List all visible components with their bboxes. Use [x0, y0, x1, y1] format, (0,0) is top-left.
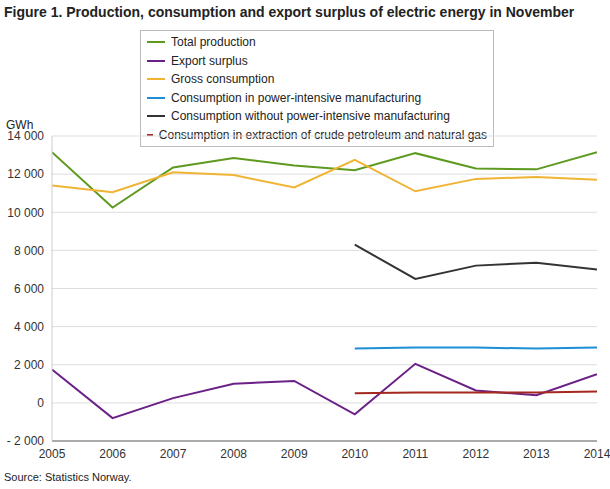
svg-text:8 000: 8 000 — [14, 244, 44, 258]
html-text:Consumption in power-intensive: Consumption in power-intensive manufactu… — [171, 90, 422, 105]
svg-text:2 000: 2 000 — [14, 358, 44, 372]
svg-text:14 000: 14 000 — [8, 129, 44, 143]
html-text:Consumption in extraction of c: Consumption in extraction of crude petro… — [158, 127, 487, 142]
svg-text:- 2 000: - 2 000 — [8, 434, 44, 448]
svg-text:2008: 2008 — [220, 447, 247, 461]
html-text:GWh: GWh — [6, 118, 34, 132]
svg-text:12 000: 12 000 — [8, 167, 44, 181]
html-text:Figure 1. Production, consumpt: Figure 1. Production, consumption and ex… — [4, 4, 575, 20]
svg-text:2012: 2012 — [463, 447, 490, 461]
svg-text:2011: 2011 — [402, 447, 428, 461]
html-text:Consumption without power-inte: Consumption without power-intensive manu… — [171, 109, 450, 124]
html-text:Export surplus: Export surplus — [171, 53, 248, 68]
html-text:Source: Statistics Norway.: Source: Statistics Norway. — [4, 471, 132, 483]
html-text:Total production: Total production — [171, 35, 256, 50]
svg-text:2007: 2007 — [160, 447, 187, 461]
svg-text:0: 0 — [37, 396, 44, 410]
svg-text:2005: 2005 — [39, 447, 66, 461]
svg-text:10 000: 10 000 — [8, 206, 44, 220]
svg-text:2010: 2010 — [341, 447, 368, 461]
svg-text:2014: 2014 — [584, 447, 602, 461]
svg-text:6 000: 6 000 — [14, 282, 44, 296]
svg-text:2009: 2009 — [281, 447, 308, 461]
html-text:Gross consumption: Gross consumption — [171, 72, 275, 87]
svg-text:4 000: 4 000 — [14, 320, 44, 334]
svg-text:2006: 2006 — [99, 447, 126, 461]
svg-text:2013: 2013 — [523, 447, 550, 461]
